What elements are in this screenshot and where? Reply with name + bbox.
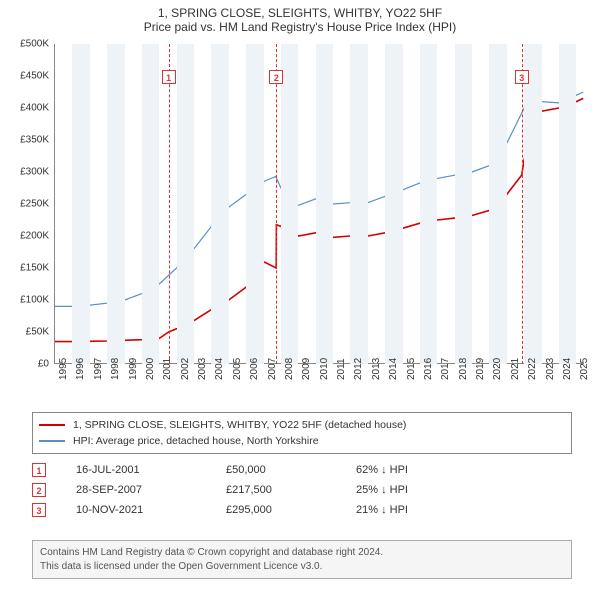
sale-marker-line: [169, 44, 170, 364]
x-tick-label: 2020: [492, 360, 503, 380]
legend-swatch: [39, 424, 65, 426]
year-shade: [246, 44, 263, 364]
y-tick-label: £150K: [5, 263, 49, 274]
y-tick-label: £250K: [5, 199, 49, 210]
x-tick-label: 2023: [545, 360, 556, 380]
year-shade: [524, 44, 541, 364]
x-tick-label: 2008: [284, 360, 295, 380]
x-tick-label: 2024: [562, 360, 573, 380]
sale-row: 3 10-NOV-2021£295,00021% ↓ HPI: [32, 500, 572, 520]
chart-title: 1, SPRING CLOSE, SLEIGHTS, WHITBY, YO22 …: [0, 0, 600, 20]
x-tick-label: 2019: [475, 360, 486, 380]
year-shade: [559, 44, 576, 364]
year-shade: [489, 44, 506, 364]
legend: 1, SPRING CLOSE, SLEIGHTS, WHITBY, YO22 …: [32, 412, 572, 454]
legend-label: 1, SPRING CLOSE, SLEIGHTS, WHITBY, YO22 …: [73, 419, 406, 431]
x-tick-label: 2013: [371, 360, 382, 380]
x-tick-label: 2009: [301, 360, 312, 380]
sale-row-marker: 3: [32, 503, 46, 517]
x-tick-label: 2006: [249, 360, 260, 380]
x-tick-label: 2012: [353, 360, 364, 380]
sale-row: 2 28-SEP-2007£217,50025% ↓ HPI: [32, 480, 572, 500]
footer-line-1: Contains HM Land Registry data © Crown c…: [40, 546, 564, 560]
legend-row: HPI: Average price, detached house, Nort…: [39, 433, 565, 449]
x-tick-label: 2021: [510, 360, 521, 380]
sale-date: 28-SEP-2007: [76, 484, 226, 496]
footer-line-2: This data is licensed under the Open Gov…: [40, 560, 564, 574]
x-tick-label: 1997: [93, 360, 104, 380]
x-tick-label: 2022: [527, 360, 538, 380]
y-tick-label: £400K: [5, 103, 49, 114]
sales-table: 1 16-JUL-2001£50,00062% ↓ HPI 2 28-SEP-2007…: [32, 460, 572, 520]
sale-diff: 21% ↓ HPI: [356, 504, 476, 516]
x-tick-label: 2015: [406, 360, 417, 380]
y-tick-label: £0: [5, 359, 49, 370]
x-tick-label: 2011: [336, 360, 347, 380]
sale-date: 10-NOV-2021: [76, 504, 226, 516]
year-shade: [385, 44, 402, 364]
x-tick-label: 1996: [75, 360, 86, 380]
sale-price: £295,000: [226, 504, 356, 516]
plot-region: £0£50K£100K£150K£200K£250K£300K£350K£400…: [54, 44, 584, 364]
year-shade: [316, 44, 333, 364]
year-shade: [455, 44, 472, 364]
x-tick-label: 1999: [128, 360, 139, 380]
x-tick-label: 2017: [440, 360, 451, 380]
sale-marker-line: [276, 44, 277, 364]
y-tick-label: £450K: [5, 71, 49, 82]
legend-swatch: [39, 440, 65, 442]
y-tick-label: £100K: [5, 295, 49, 306]
chart-container: 1, SPRING CLOSE, SLEIGHTS, WHITBY, YO22 …: [0, 0, 600, 590]
x-tick-label: 2002: [180, 360, 191, 380]
x-tick-label: 2010: [319, 360, 330, 380]
sale-marker-box: 1: [162, 70, 176, 84]
year-shade: [281, 44, 298, 364]
chart-subtitle: Price paid vs. HM Land Registry's House …: [0, 20, 600, 38]
sale-row-marker: 1: [32, 463, 46, 477]
year-shade: [107, 44, 124, 364]
sale-date: 16-JUL-2001: [76, 464, 226, 476]
year-shade: [350, 44, 367, 364]
x-tick-label: 2018: [458, 360, 469, 380]
sale-marker-box: 3: [515, 70, 529, 84]
legend-row: 1, SPRING CLOSE, SLEIGHTS, WHITBY, YO22 …: [39, 417, 565, 433]
x-tick-label: 1998: [110, 360, 121, 380]
sale-marker-line: [522, 44, 523, 364]
y-tick-label: £300K: [5, 167, 49, 178]
sale-marker-box: 2: [269, 70, 283, 84]
chart-area: £0£50K£100K£150K£200K£250K£300K£350K£400…: [54, 44, 584, 394]
year-shade: [211, 44, 228, 364]
sale-row-marker: 2: [32, 483, 46, 497]
x-tick-label: 2005: [232, 360, 243, 380]
legend-label: HPI: Average price, detached house, Nort…: [73, 435, 319, 447]
year-shade: [142, 44, 159, 364]
year-shade: [72, 44, 89, 364]
x-tick-label: 2003: [197, 360, 208, 380]
sale-diff: 62% ↓ HPI: [356, 464, 476, 476]
sale-price: £50,000: [226, 464, 356, 476]
year-shade: [420, 44, 437, 364]
x-tick-label: 2014: [388, 360, 399, 380]
x-tick-label: 2004: [214, 360, 225, 380]
sale-price: £217,500: [226, 484, 356, 496]
y-tick-label: £200K: [5, 231, 49, 242]
x-tick-label: 2025: [579, 360, 590, 380]
year-shade: [177, 44, 194, 364]
y-tick-label: £50K: [5, 327, 49, 338]
attribution-footer: Contains HM Land Registry data © Crown c…: [32, 540, 572, 579]
sale-row: 1 16-JUL-2001£50,00062% ↓ HPI: [32, 460, 572, 480]
y-tick-label: £350K: [5, 135, 49, 146]
x-tick-label: 2016: [423, 360, 434, 380]
x-tick-label: 1995: [58, 360, 69, 380]
x-tick-label: 2000: [145, 360, 156, 380]
sale-diff: 25% ↓ HPI: [356, 484, 476, 496]
y-tick-label: £500K: [5, 39, 49, 50]
